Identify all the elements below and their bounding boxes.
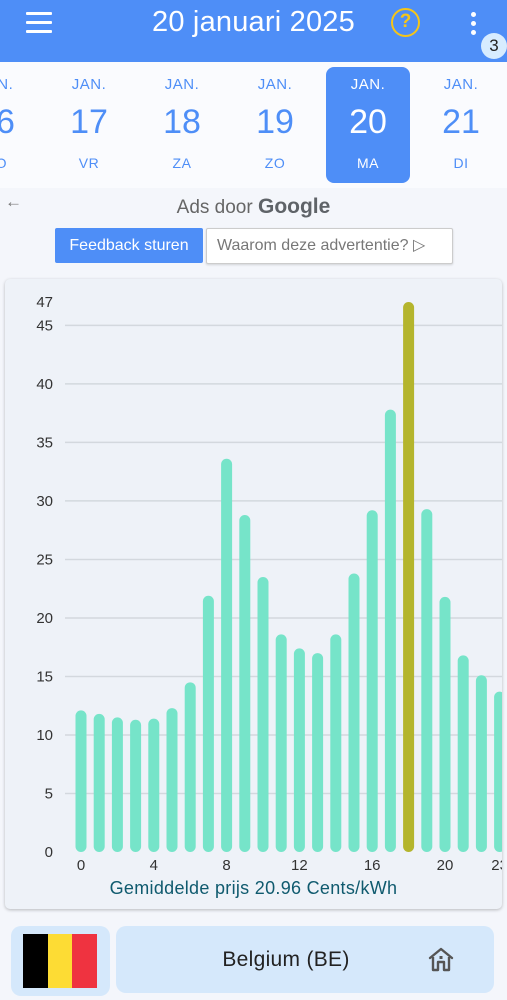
country-selector-button[interactable]: Belgium (BE) [116, 926, 494, 993]
day-selector[interactable]: JAN. 16 DO JAN. 17 VR JAN. 18 ZA JAN. 19… [0, 62, 507, 188]
day-item-selected[interactable]: JAN. 20 MA [326, 67, 410, 183]
bar[interactable] [239, 514, 251, 852]
bar[interactable] [75, 710, 87, 852]
bar[interactable] [366, 510, 378, 852]
bar[interactable] [494, 691, 502, 852]
day-weekday: VR [78, 155, 100, 171]
x-tick-label: 23 [491, 857, 502, 874]
bar[interactable] [111, 717, 123, 852]
bar[interactable] [257, 577, 269, 852]
google-logo-text: Google [257, 195, 331, 218]
x-tick-label: 4 [150, 857, 158, 874]
ad-label: Ads door Google [0, 195, 507, 219]
notification-badge[interactable]: 3 [481, 33, 507, 59]
day-item[interactable]: JAN. 21 DI [419, 67, 503, 183]
why-this-ad-button[interactable]: Waarom deze advertentie? ▷ [206, 228, 453, 264]
day-item[interactable]: JAN. 16 DO [0, 67, 38, 183]
day-weekday: ZO [264, 155, 286, 171]
bar[interactable] [384, 409, 396, 852]
bar[interactable] [421, 509, 433, 852]
day-item[interactable]: JAN. 18 ZA [140, 67, 224, 183]
y-tick-label: 45 [36, 317, 53, 334]
bar[interactable] [293, 648, 305, 852]
y-tick-label: 25 [36, 551, 53, 568]
day-weekday: DI [453, 155, 469, 171]
day-item[interactable]: JAN. 19 ZO [233, 67, 317, 183]
belgium-flag-icon [23, 934, 98, 988]
ad-label-prefix: Ads door [176, 197, 253, 218]
bar[interactable] [439, 596, 451, 852]
bar[interactable] [184, 682, 196, 852]
bar[interactable] [457, 655, 469, 852]
day-month: JAN. [350, 76, 386, 93]
flag-stripe [72, 934, 98, 988]
bar[interactable] [166, 708, 178, 852]
more-options-icon[interactable] [469, 12, 477, 36]
help-icon[interactable]: ? [391, 8, 420, 37]
y-tick-label: 15 [36, 668, 53, 685]
x-tick-label: 0 [77, 857, 85, 874]
day-number: 20 [349, 103, 387, 141]
price-chart-card: 0 5 10 15 20 25 30 35 40 45 47 0 4 8 12 16 20 23 Gemiddel… [5, 279, 502, 909]
day-month: JAN. [0, 76, 14, 93]
country-flag-button[interactable] [11, 926, 110, 996]
bar[interactable] [202, 595, 214, 852]
bar[interactable] [475, 675, 487, 852]
bar[interactable] [348, 573, 360, 852]
day-number: 18 [163, 103, 201, 141]
day-number: 16 [0, 103, 15, 141]
bar[interactable] [148, 718, 160, 852]
day-item[interactable]: JAN. 17 VR [47, 67, 131, 183]
day-month: JAN. [257, 76, 293, 93]
day-month: JAN. [443, 76, 479, 93]
y-tick-label: 47 [36, 294, 53, 311]
bar[interactable] [330, 634, 342, 852]
bar-current-hour[interactable] [403, 302, 415, 852]
country-name: Belgium (BE) [222, 948, 350, 971]
ad-back-arrow-icon[interactable]: ← [5, 192, 22, 211]
average-price-label: Gemiddelde prijs 20.96 Cents/kWh [109, 878, 398, 898]
y-tick-label: 10 [36, 727, 53, 744]
y-tick-label: 20 [36, 610, 53, 627]
day-number: 21 [442, 103, 480, 141]
bar[interactable] [221, 458, 233, 852]
day-month: JAN. [164, 76, 200, 93]
day-weekday: ZA [172, 155, 192, 171]
bar[interactable] [130, 719, 142, 852]
hamburger-menu-icon[interactable] [26, 12, 52, 34]
day-month: JAN. [71, 76, 107, 93]
price-bar-chart[interactable]: 0 5 10 15 20 25 30 35 40 45 47 0 4 8 12 16 20 23 [5, 279, 502, 879]
bar[interactable] [275, 634, 287, 852]
y-tick-label: 0 [45, 844, 53, 861]
x-tick-label: 16 [364, 857, 381, 874]
day-number: 19 [256, 103, 294, 141]
home-icon[interactable] [427, 946, 455, 972]
top-bar: 20 januari 2025 ? 3 [0, 0, 507, 62]
feedback-button[interactable]: Feedback sturen [55, 228, 203, 263]
x-tick-label: 20 [437, 857, 454, 874]
day-weekday: DO [0, 155, 7, 171]
y-tick-label: 5 [45, 785, 53, 802]
x-tick-label: 8 [222, 857, 230, 874]
flag-stripe [23, 934, 48, 988]
day-number: 17 [70, 103, 108, 141]
y-tick-label: 40 [36, 376, 53, 393]
date-title[interactable]: 20 januari 2025 [152, 6, 355, 38]
y-tick-label: 30 [36, 493, 53, 510]
bar[interactable] [93, 713, 105, 852]
x-tick-label: 12 [291, 857, 308, 874]
day-weekday: MA [357, 155, 379, 171]
bar[interactable] [312, 653, 324, 852]
flag-stripe [47, 934, 73, 988]
y-tick-label: 35 [36, 434, 53, 451]
